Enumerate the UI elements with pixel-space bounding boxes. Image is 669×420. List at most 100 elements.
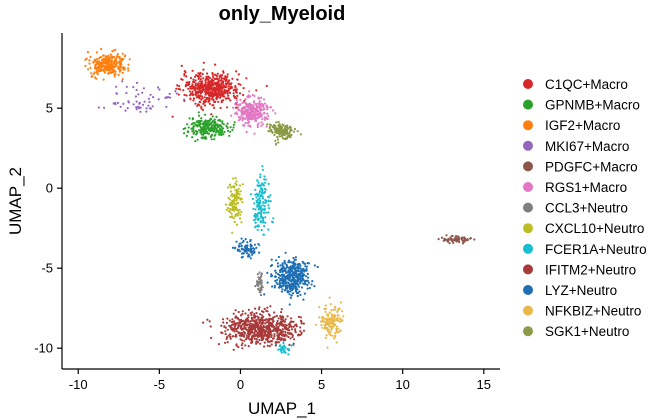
scatter-point: [257, 287, 260, 290]
scatter-point: [225, 124, 228, 127]
scatter-point: [300, 331, 303, 334]
legend-marker: [523, 79, 533, 89]
scatter-point: [239, 103, 242, 106]
scatter-point: [206, 72, 209, 75]
legend-label: IGF2+Macro: [545, 118, 620, 133]
scatter-point: [248, 331, 251, 334]
scatter-point: [253, 337, 256, 340]
scatter-point: [235, 183, 238, 186]
scatter-point: [215, 74, 219, 77]
scatter-point: [262, 183, 265, 186]
scatter-point: [260, 193, 263, 196]
scatter-point: [253, 314, 256, 318]
scatter-point: [122, 66, 125, 69]
legend-marker: [523, 140, 533, 151]
scatter-point: [197, 75, 200, 78]
scatter-point: [234, 335, 237, 338]
scatter-point: [279, 339, 282, 342]
scatter-point: [216, 81, 219, 84]
scatter-point: [287, 327, 290, 330]
scatter-point: [260, 96, 263, 99]
scatter-point: [231, 320, 234, 323]
scatter-point: [112, 63, 115, 66]
scatter-point: [299, 280, 302, 283]
scatter-point: [226, 328, 229, 331]
series-points-11: [314, 296, 345, 349]
scatter-point: [285, 271, 288, 274]
scatter-point: [191, 130, 194, 133]
scatter-point: [232, 94, 235, 98]
scatter-point: [211, 73, 214, 76]
scatter-point: [307, 281, 310, 284]
scatter-point: [232, 92, 235, 95]
scatter-point: [243, 335, 246, 338]
scatter-point: [98, 57, 101, 60]
scatter-point: [229, 126, 232, 129]
scatter-point: [183, 70, 186, 73]
scatter-point: [254, 208, 257, 211]
scatter-point: [262, 324, 265, 327]
scatter-point: [257, 224, 260, 227]
scatter-point: [288, 329, 291, 332]
scatter-point: [237, 248, 240, 251]
scatter-point: [299, 330, 302, 333]
scatter-point: [333, 337, 336, 340]
scatter-point: [185, 94, 188, 97]
scatter-point: [245, 338, 248, 341]
scatter-point: [294, 329, 297, 332]
scatter-point: [156, 86, 160, 89]
scatter-point: [120, 57, 123, 60]
legend-label: NFKBIZ+Neutro: [545, 304, 641, 319]
scatter-point: [260, 284, 263, 287]
scatter-point: [225, 337, 228, 341]
scatter-point: [185, 134, 188, 137]
scatter-point: [277, 341, 280, 344]
scatter-point: [297, 280, 300, 283]
scatter-point: [259, 313, 262, 316]
legend-label: GPNMB+Macro: [545, 98, 640, 113]
scatter-point: [282, 282, 285, 285]
scatter-point: [258, 190, 262, 193]
scatter-point: [299, 274, 302, 277]
scatter-point: [281, 264, 284, 267]
scatter-point: [124, 109, 127, 112]
scatter-point: [255, 89, 258, 92]
scatter-point: [455, 239, 458, 242]
scatter-point: [230, 204, 234, 207]
scatter-point: [305, 267, 308, 271]
scatter-point: [112, 68, 115, 71]
scatter-point: [251, 334, 254, 337]
scatter-point: [219, 129, 222, 132]
scatter-point: [99, 69, 102, 73]
scatter-point: [302, 278, 305, 281]
scatter-point: [457, 236, 461, 239]
scatter-point: [169, 96, 172, 99]
scatter-point: [216, 129, 219, 132]
scatter-point: [226, 129, 230, 132]
scatter-point: [257, 242, 260, 246]
scatter-point: [205, 77, 208, 81]
scatter-point: [301, 272, 304, 275]
scatter-point: [254, 307, 257, 310]
scatter-point: [233, 208, 236, 211]
scatter-point: [178, 84, 181, 88]
scatter-point: [243, 323, 246, 326]
scatter-point: [262, 106, 265, 109]
scatter-point: [291, 261, 294, 264]
scatter-point: [217, 79, 220, 82]
legend-marker: [523, 285, 533, 295]
scatter-point: [299, 267, 302, 270]
scatter-point: [212, 75, 215, 78]
scatter-points: [84, 47, 476, 356]
scatter-point: [109, 66, 113, 69]
scatter-point: [275, 121, 278, 124]
scatter-point: [210, 129, 214, 132]
scatter-point: [257, 326, 260, 329]
scatter-point: [215, 84, 218, 87]
scatter-point: [228, 198, 231, 201]
scatter-point: [241, 342, 244, 345]
scatter-point: [282, 347, 285, 350]
scatter-point: [226, 341, 229, 344]
scatter-point: [290, 333, 293, 336]
scatter-point: [287, 261, 290, 264]
